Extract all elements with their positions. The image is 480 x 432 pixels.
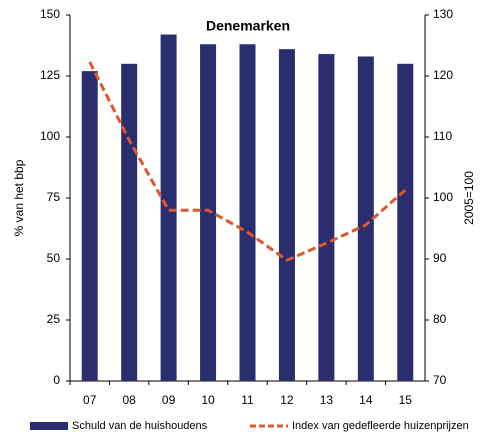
x-tick-label: 15 — [399, 393, 413, 407]
x-tick-label: 09 — [162, 393, 176, 407]
y-tick-label: 25 — [47, 312, 61, 326]
x-tick-label: 07 — [83, 393, 97, 407]
bar — [81, 71, 98, 382]
x-tick-label: 08 — [122, 393, 136, 407]
legend-label: Index van gedefleerde huizenprijzen — [292, 420, 469, 432]
bar — [160, 34, 177, 382]
x-tick-label: 12 — [280, 393, 294, 407]
y2-tick-label: 80 — [433, 312, 447, 326]
x-tick-label: 14 — [359, 393, 373, 407]
line — [88, 61, 407, 262]
bar — [278, 49, 295, 381]
y2-tick-label: 110 — [433, 129, 452, 143]
y2-tick-label: 70 — [433, 373, 447, 387]
legend-swatch — [30, 422, 68, 430]
y-tick-label: 100 — [40, 129, 60, 143]
y-tick-label: 150 — [40, 7, 60, 21]
bar — [121, 63, 138, 382]
y-tick-label: 0 — [53, 373, 60, 387]
x-tick-label: 11 — [241, 393, 254, 407]
y-tick-label: 125 — [40, 68, 60, 82]
bar — [357, 56, 374, 381]
y2-tick-label: 120 — [433, 68, 453, 82]
y2-axis-title: 2005=100 — [462, 171, 476, 225]
y2-tick-label: 100 — [433, 190, 453, 204]
y-axis-title: % van het bbp — [12, 159, 26, 236]
bar — [200, 44, 217, 381]
x-tick-label: 13 — [320, 393, 334, 407]
y-tick-label: 75 — [47, 190, 61, 204]
bar — [397, 63, 414, 382]
y-tick-label: 50 — [47, 251, 61, 265]
y2-tick-label: 130 — [433, 7, 453, 21]
x-tick-label: 10 — [201, 393, 215, 407]
bar — [239, 44, 256, 381]
legend-label: Schuld van de huishoudens — [72, 420, 208, 432]
bar — [318, 54, 335, 381]
chart-title: Denemarken — [206, 18, 290, 34]
y2-tick-label: 90 — [433, 251, 447, 265]
